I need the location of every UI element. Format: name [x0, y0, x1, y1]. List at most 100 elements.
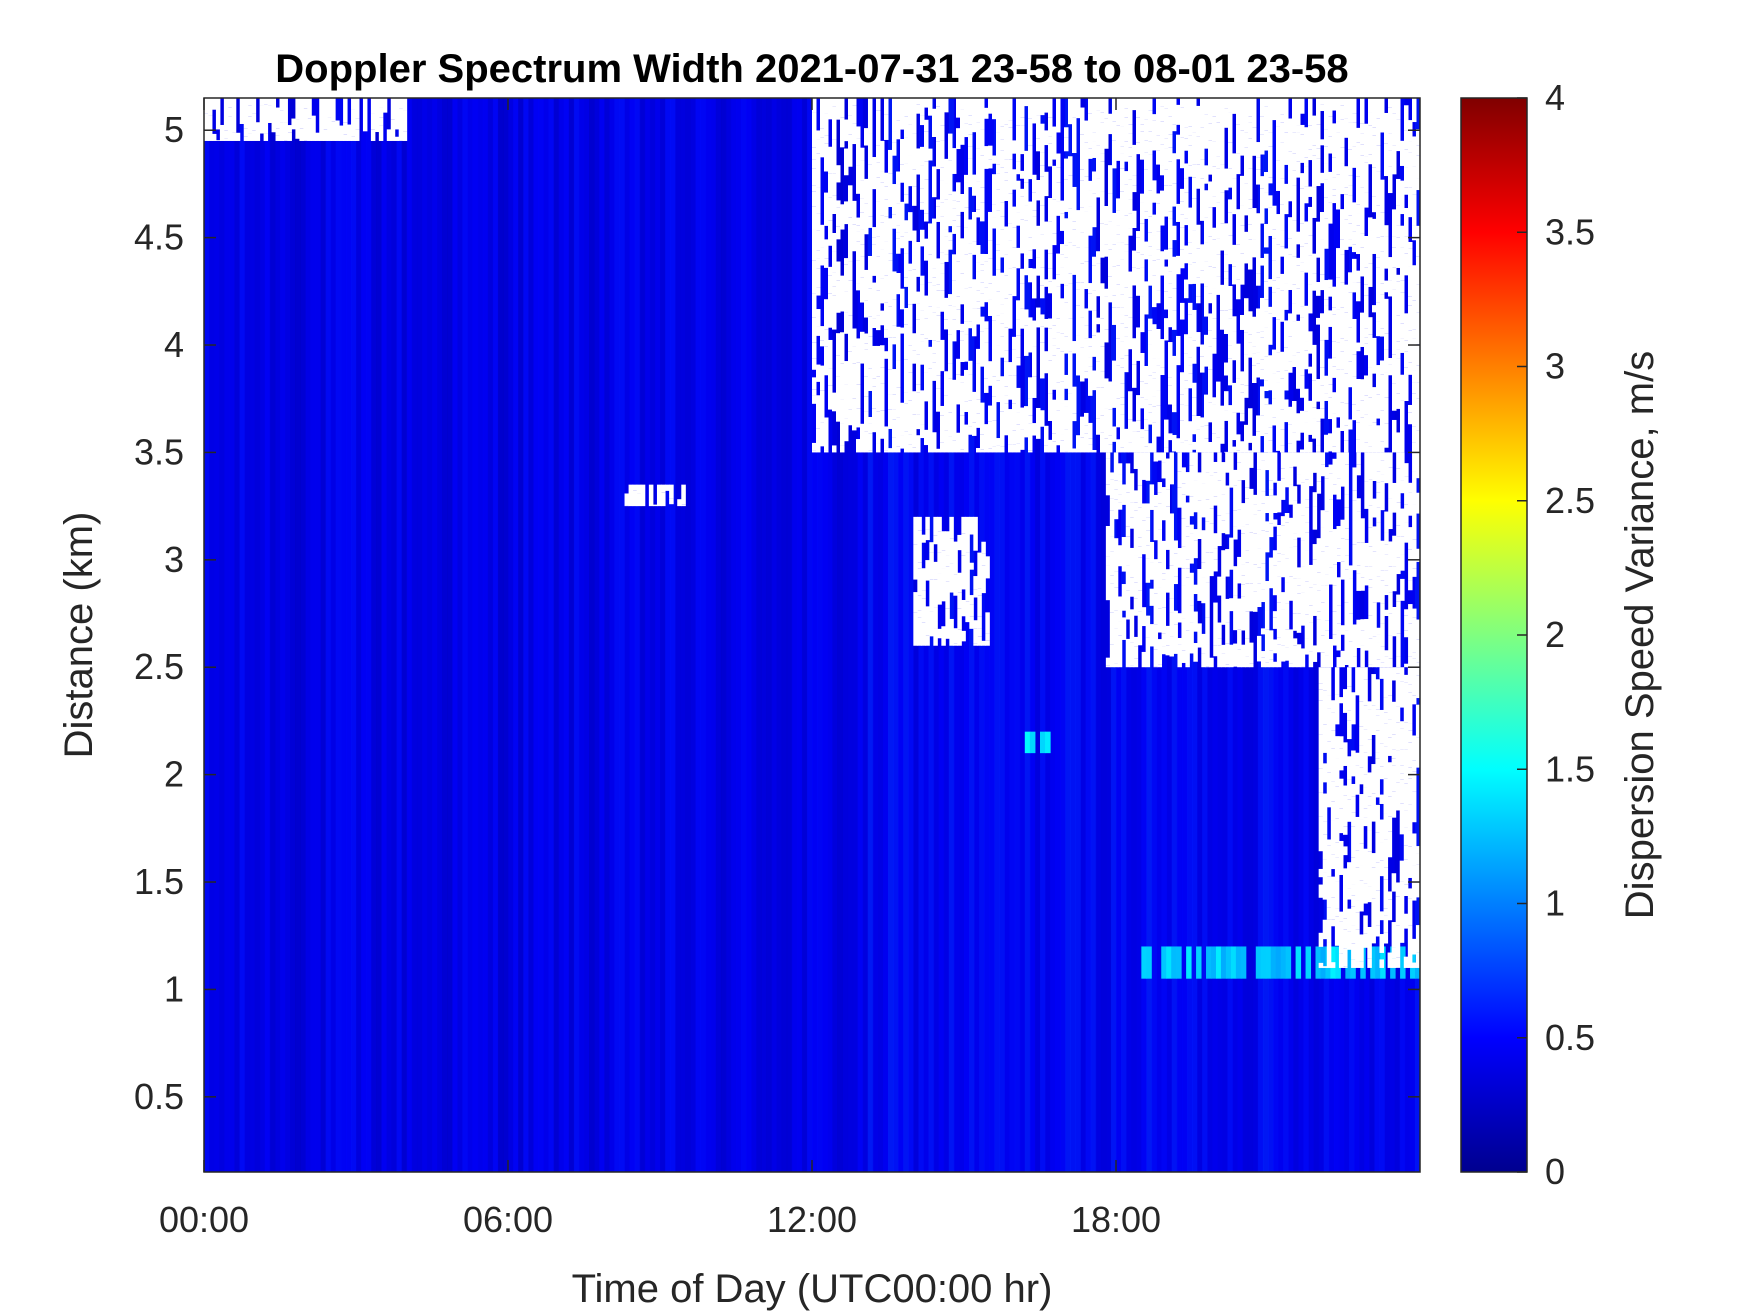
heatmap-cell-nodata	[1048, 221, 1053, 254]
heatmap-cell-nodata	[1229, 644, 1234, 668]
heatmap-cell-nodata	[1320, 652, 1326, 668]
heatmap-cell-nodata	[1356, 282, 1361, 302]
heatmap-cell-nodata	[1340, 282, 1345, 308]
heatmap-cell-nodata	[932, 268, 937, 278]
heatmap-cell-nodata	[1296, 644, 1302, 668]
heatmap-cell-nodata	[1112, 140, 1117, 169]
heatmap-cell-nodata	[940, 273, 945, 291]
heatmap-cell-nodata	[1328, 279, 1333, 288]
heatmap-cell-nodata	[1024, 406, 1029, 438]
heatmap-cell-nodata	[1024, 309, 1029, 326]
heatmap-cell-nodata	[948, 412, 953, 437]
heatmap-cell-nodata	[1412, 442, 1417, 453]
heatmap-cell-nodata	[1128, 179, 1133, 200]
heatmap-cell-nodata	[916, 303, 921, 320]
heatmap-cell-nodata	[1416, 256, 1420, 285]
heatmap-cell-nodata	[1336, 342, 1341, 370]
heatmap-cell-nodata	[936, 199, 941, 207]
heatmap-cell-nodata	[1260, 98, 1265, 117]
heatmap-cell-nodata	[1322, 763, 1328, 783]
heatmap-cell-nodata	[1184, 279, 1189, 299]
heatmap-cell-nodata	[920, 334, 925, 342]
heatmap-cell-nodata	[1324, 655, 1330, 668]
heatmap-cell-nodata	[1172, 434, 1177, 452]
heatmap-cell-nodata	[1312, 418, 1317, 439]
heatmap-cell-nodata	[1399, 773, 1405, 780]
heatmap-cell-nodata	[992, 98, 997, 120]
heatmap-cell-nodata	[1096, 178, 1101, 198]
heatmap-cell-nodata	[279, 122, 284, 141]
heatmap-cell-nodata	[1196, 136, 1201, 165]
heatmap-cell-nodata	[968, 287, 973, 322]
heatmap-cell-nodata	[1064, 336, 1069, 354]
heatmap-cell-nodata	[1376, 642, 1381, 660]
heatmap-cell-nodata	[1380, 283, 1385, 295]
heatmap-cell-nodata	[948, 363, 953, 379]
heatmap-cell-nodata	[1292, 355, 1297, 368]
heatmap-column	[290, 98, 296, 1172]
heatmap-cell-nodata	[251, 130, 257, 141]
heatmap-cell-nodata	[1128, 317, 1133, 350]
heatmap-column	[786, 98, 793, 1172]
heatmap-cell-nodata	[267, 98, 273, 106]
heatmap-cell-nodata	[1168, 211, 1173, 219]
heatmap-cell-nodata	[1140, 202, 1145, 224]
heatmap-cell-nodata	[1016, 412, 1021, 425]
heatmap-cell-nodata	[1220, 98, 1225, 133]
heatmap-cell-nodata	[1400, 323, 1405, 339]
heatmap-cell-nodata	[933, 516, 938, 536]
heatmap-cell-nodata	[957, 572, 962, 593]
heatmap-cell-elevated	[1270, 946, 1277, 979]
heatmap-cell-nodata	[1165, 489, 1170, 507]
heatmap-cell-nodata	[816, 309, 821, 317]
heatmap-cell-nodata	[1324, 163, 1329, 180]
heatmap-cell-nodata	[1347, 908, 1352, 932]
heatmap-cell-nodata	[1383, 697, 1389, 713]
heatmap-column	[452, 98, 458, 1172]
heatmap-cell-nodata	[1192, 441, 1197, 450]
heatmap-cell-elevated	[1240, 946, 1247, 979]
heatmap-cell-nodata	[1316, 124, 1321, 149]
heatmap-cell-nodata	[1132, 421, 1137, 432]
heatmap-cell-nodata	[1108, 409, 1113, 436]
heatmap-cell-nodata	[1351, 895, 1356, 907]
heatmap-cell-nodata	[624, 493, 630, 506]
heatmap-cell-nodata	[1176, 104, 1181, 125]
heatmap-cell-nodata	[1040, 123, 1045, 153]
heatmap-cell-nodata	[402, 98, 408, 111]
heatmap-cell-nodata	[1068, 393, 1073, 420]
heatmap-cell-nodata	[1264, 610, 1270, 630]
heatmap-cell-nodata	[1320, 527, 1326, 552]
heatmap-cell-nodata	[394, 98, 400, 130]
heatmap-cell-nodata	[1161, 462, 1167, 479]
heatmap-cell-nodata	[1244, 231, 1249, 264]
heatmap-cell-nodata	[917, 617, 922, 646]
heatmap-cell-nodata	[1048, 360, 1053, 394]
heatmap-column	[741, 98, 747, 1172]
heatmap-cell-elevated	[1045, 731, 1051, 754]
heatmap-column	[649, 98, 656, 1172]
heatmap-cell-nodata	[303, 140, 308, 141]
heatmap-cell-nodata	[1072, 386, 1077, 414]
heatmap-cell-nodata	[1312, 584, 1318, 616]
heatmap-cell-nodata	[1100, 346, 1105, 372]
heatmap-cell-nodata	[1379, 959, 1385, 968]
heatmap-cell-nodata	[1316, 409, 1321, 422]
heatmap-cell-nodata	[640, 484, 646, 507]
heatmap-cell-nodata	[912, 333, 917, 351]
heatmap-cell-nodata	[928, 223, 933, 255]
heatmap-cell-nodata	[1340, 307, 1345, 339]
heatmap-cell-nodata	[1351, 906, 1356, 926]
heatmap-column	[204, 98, 210, 1172]
heatmap-cell-nodata	[1244, 132, 1249, 148]
heatmap-cell-nodata	[904, 163, 909, 195]
heatmap-cell-nodata	[1112, 360, 1117, 386]
heatmap-cell-nodata	[920, 284, 925, 311]
heatmap-cell-nodata	[1276, 382, 1281, 418]
heatmap-cell-nodata	[1060, 333, 1065, 352]
heatmap-cell-nodata	[868, 255, 873, 289]
heatmap-cell-nodata	[1213, 645, 1218, 657]
heatmap-cell-nodata	[912, 391, 917, 415]
heatmap-cell-nodata	[937, 628, 942, 639]
heatmap-cell-nodata	[1237, 629, 1242, 650]
